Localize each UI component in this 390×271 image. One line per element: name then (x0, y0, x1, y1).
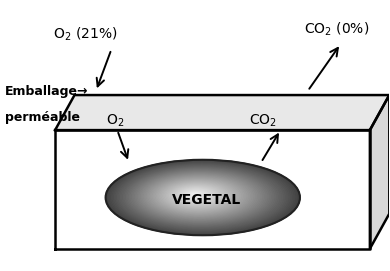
Ellipse shape (171, 185, 223, 206)
Ellipse shape (159, 181, 237, 211)
Ellipse shape (117, 164, 286, 230)
Text: O$_2$ (21%): O$_2$ (21%) (53, 26, 118, 43)
Ellipse shape (112, 162, 293, 233)
Ellipse shape (146, 176, 253, 217)
Ellipse shape (173, 186, 221, 205)
Ellipse shape (168, 184, 227, 207)
Ellipse shape (188, 192, 204, 198)
Ellipse shape (191, 193, 200, 197)
Ellipse shape (189, 192, 202, 198)
Ellipse shape (108, 161, 296, 234)
Ellipse shape (167, 184, 228, 208)
Polygon shape (55, 130, 370, 249)
Ellipse shape (152, 178, 246, 214)
Ellipse shape (137, 172, 263, 221)
Ellipse shape (155, 179, 242, 213)
Ellipse shape (141, 174, 258, 219)
Ellipse shape (138, 173, 261, 220)
Text: VEGETAL: VEGETAL (172, 193, 241, 207)
Ellipse shape (125, 167, 277, 227)
Ellipse shape (179, 188, 214, 202)
Ellipse shape (121, 166, 282, 228)
Ellipse shape (134, 171, 267, 222)
Text: CO$_2$ (0%): CO$_2$ (0%) (304, 20, 369, 38)
Ellipse shape (126, 168, 275, 226)
Ellipse shape (150, 177, 248, 215)
Ellipse shape (116, 164, 288, 231)
Ellipse shape (184, 191, 207, 199)
Ellipse shape (192, 194, 199, 196)
Ellipse shape (110, 162, 295, 233)
Polygon shape (55, 95, 389, 130)
Polygon shape (370, 95, 389, 249)
Ellipse shape (164, 183, 232, 209)
Ellipse shape (186, 191, 206, 199)
Ellipse shape (193, 194, 197, 195)
Ellipse shape (113, 163, 291, 232)
Ellipse shape (129, 169, 272, 224)
Ellipse shape (156, 180, 241, 212)
Ellipse shape (115, 163, 289, 231)
Ellipse shape (135, 172, 265, 222)
Ellipse shape (133, 170, 268, 223)
Ellipse shape (107, 160, 298, 235)
Ellipse shape (162, 182, 234, 210)
Ellipse shape (153, 179, 244, 214)
Ellipse shape (144, 175, 254, 218)
Ellipse shape (122, 166, 281, 228)
Ellipse shape (176, 187, 218, 204)
Text: Emballage→: Emballage→ (5, 85, 88, 98)
Ellipse shape (119, 165, 284, 229)
Ellipse shape (143, 174, 256, 218)
Ellipse shape (165, 183, 230, 208)
Text: O$_2$: O$_2$ (106, 112, 124, 129)
Ellipse shape (131, 170, 270, 224)
Ellipse shape (180, 189, 213, 202)
Ellipse shape (174, 187, 220, 204)
Text: CO$_2$: CO$_2$ (250, 112, 277, 129)
Ellipse shape (177, 188, 216, 203)
Ellipse shape (182, 189, 211, 201)
Ellipse shape (161, 181, 235, 210)
Text: perméable: perméable (5, 111, 80, 124)
Ellipse shape (106, 160, 300, 235)
Ellipse shape (140, 173, 260, 220)
Ellipse shape (147, 176, 251, 216)
Ellipse shape (149, 177, 249, 216)
Ellipse shape (183, 190, 209, 200)
Ellipse shape (170, 185, 225, 206)
Ellipse shape (128, 169, 274, 225)
Ellipse shape (124, 167, 279, 227)
Ellipse shape (158, 180, 239, 212)
